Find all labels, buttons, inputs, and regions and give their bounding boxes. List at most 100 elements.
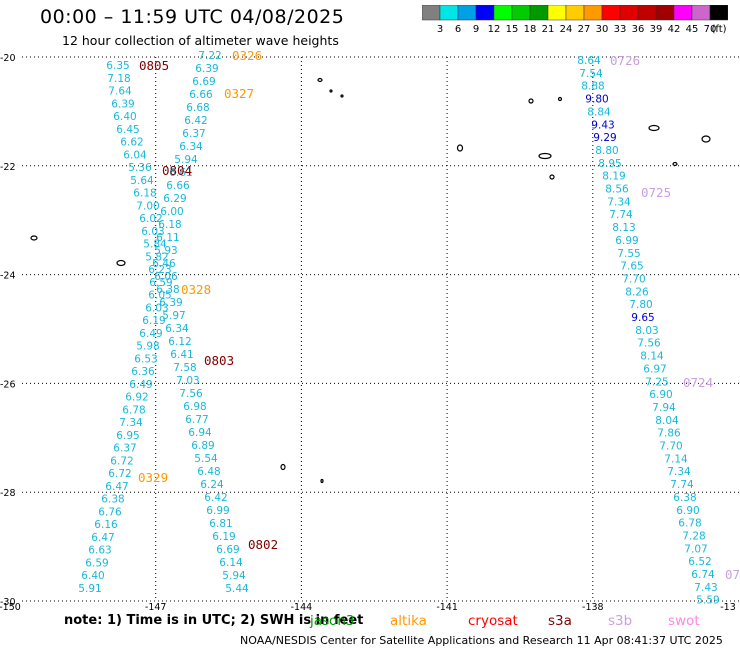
colorbar-label: 45: [686, 24, 699, 35]
wave-height-value: 6.72: [110, 455, 133, 467]
wave-height-value: 5.82: [145, 251, 168, 263]
wave-height-value: 5.98: [136, 341, 159, 353]
wave-height-value: 6.35: [106, 60, 129, 72]
island-outline: [701, 135, 711, 143]
wave-height-value: 5.36: [128, 162, 152, 174]
latitude-tick-label: -28: [0, 488, 16, 499]
wave-height-value: 7.34: [667, 466, 691, 478]
track-time-label: 07: [725, 567, 740, 582]
wave-height-value: 8.19: [602, 171, 625, 183]
wave-height-value: 8.80: [595, 145, 618, 157]
wave-height-value: 6.05: [148, 290, 171, 302]
wave-height-value: 5.97: [162, 310, 185, 322]
wave-height-value: 8.14: [640, 351, 664, 363]
colorbar-label: 15: [506, 24, 519, 35]
longitude-tick-label: -138: [582, 602, 604, 612]
island-outline: [320, 478, 324, 484]
wave-height-value: 7.74: [670, 479, 694, 491]
wave-height-value: 7.94: [652, 402, 676, 414]
wave-height-value: 6.40: [113, 111, 136, 123]
wave-height-value: 6.76: [98, 506, 122, 518]
wave-height-value: 6.37: [113, 443, 136, 455]
wave-height-value: 6.23: [148, 264, 171, 276]
wave-height-value: 6.98: [183, 401, 206, 413]
colorbar-label: 21: [542, 24, 555, 35]
wave-height-value: 5.84: [143, 239, 167, 251]
colorbar-label: 27: [578, 24, 591, 35]
wave-height-value: 6.24: [200, 479, 224, 491]
wave-height-value: 6.69: [216, 544, 239, 556]
colorbar-label: 30: [596, 24, 609, 35]
wave-height-value: 6.78: [678, 518, 701, 530]
longitude-tick-label: -141: [436, 602, 458, 612]
wave-height-value: 7.14: [664, 453, 688, 465]
colorbar-label: 6: [455, 24, 461, 35]
wave-height-value: 7.07: [684, 543, 707, 555]
wave-height-value: 6.19: [212, 531, 235, 543]
wave-height-value: 6.66: [189, 89, 213, 101]
wave-height-value: 7.86: [657, 428, 681, 440]
wave-height-value: 6.37: [182, 128, 205, 140]
track-time-label: 0804: [162, 163, 192, 178]
wave-height-value: 6.38: [101, 494, 124, 506]
wave-height-value: 7.22: [198, 50, 221, 62]
wave-height-value: 6.45: [116, 124, 139, 136]
wave-height-value: 6.03: [145, 302, 168, 314]
wave-height-value: 6.11: [156, 232, 179, 244]
track-time-label: 0329: [138, 470, 168, 485]
wave-height-value: 6.95: [116, 430, 139, 442]
footnote: note: 1) Time is in UTC; 2) SWH is in fe…: [64, 613, 364, 628]
wave-height-value: 8.04: [655, 415, 679, 427]
wave-height-value: 7.80: [629, 299, 652, 311]
latitude-tick-label: -30: [0, 597, 16, 608]
wave-height-value: 6.42: [184, 115, 207, 127]
wave-height-value: 5.64: [130, 175, 154, 187]
wave-height-value: 6.66: [166, 180, 190, 192]
wave-height-value: 7.64: [108, 86, 132, 98]
wave-height-value: 5.93: [154, 245, 177, 257]
wave-height-value: 6.47: [91, 532, 114, 544]
wave-height-value: 6.97: [643, 363, 666, 375]
wave-height-value: 6.38: [156, 284, 179, 296]
colorbar-label: 3: [437, 24, 443, 35]
wave-height-value: 7.74: [609, 209, 633, 221]
wave-height-value: 7.28: [682, 530, 705, 542]
wave-height-value: 8.56: [605, 184, 629, 196]
wave-height-value: 6.29: [163, 193, 186, 205]
island-outline: [456, 144, 464, 152]
satellite-legend-s3b: s3b: [608, 613, 633, 629]
island-outline: [280, 463, 286, 471]
wave-height-value: 7.58: [173, 362, 196, 374]
longitude-tick-label: -150: [0, 602, 21, 612]
colorbar-label: 9: [473, 24, 479, 35]
track-time-label: 0805: [139, 58, 169, 73]
wave-height-value: 9.43: [591, 119, 614, 131]
longitude-tick-label: -13: [720, 602, 736, 612]
wave-height-value: 8.84: [587, 106, 611, 118]
wave-height-value: 6.69: [192, 76, 215, 88]
wave-height-value: 6.38: [673, 492, 696, 504]
wave-height-value: 6.34: [179, 141, 203, 153]
wave-height-value: 8.26: [625, 286, 649, 298]
wave-height-value: 7.54: [579, 68, 603, 80]
latitude-tick-label: -22: [0, 162, 16, 173]
island-outline: [340, 94, 344, 98]
wave-height-value: 6.18: [133, 188, 156, 200]
satellite-legend-s3a: s3a: [548, 613, 572, 629]
wave-height-value: 6.94: [188, 427, 212, 439]
island-outline: [317, 77, 323, 83]
wave-height-value: 6.52: [688, 556, 711, 568]
wave-height-value: 6.72: [108, 468, 131, 480]
wave-height-value: 6.42: [204, 492, 227, 504]
wave-height-value: 6.49: [139, 328, 162, 340]
wave-height-value: 6.16: [94, 519, 118, 531]
wave-height-value: 6.99: [206, 505, 229, 517]
island-outline: [648, 124, 660, 132]
wave-height-value: 6.40: [81, 570, 104, 582]
colorbar-swatch: [709, 5, 728, 21]
wave-height-value: 6.99: [615, 235, 638, 247]
map-title: 00:00 – 11:59 UTC 04/08/2025: [40, 6, 345, 28]
wave-height-value: 6.46: [152, 258, 176, 270]
wave-height-value: 6.02: [139, 213, 162, 225]
island-outline: [549, 174, 555, 180]
